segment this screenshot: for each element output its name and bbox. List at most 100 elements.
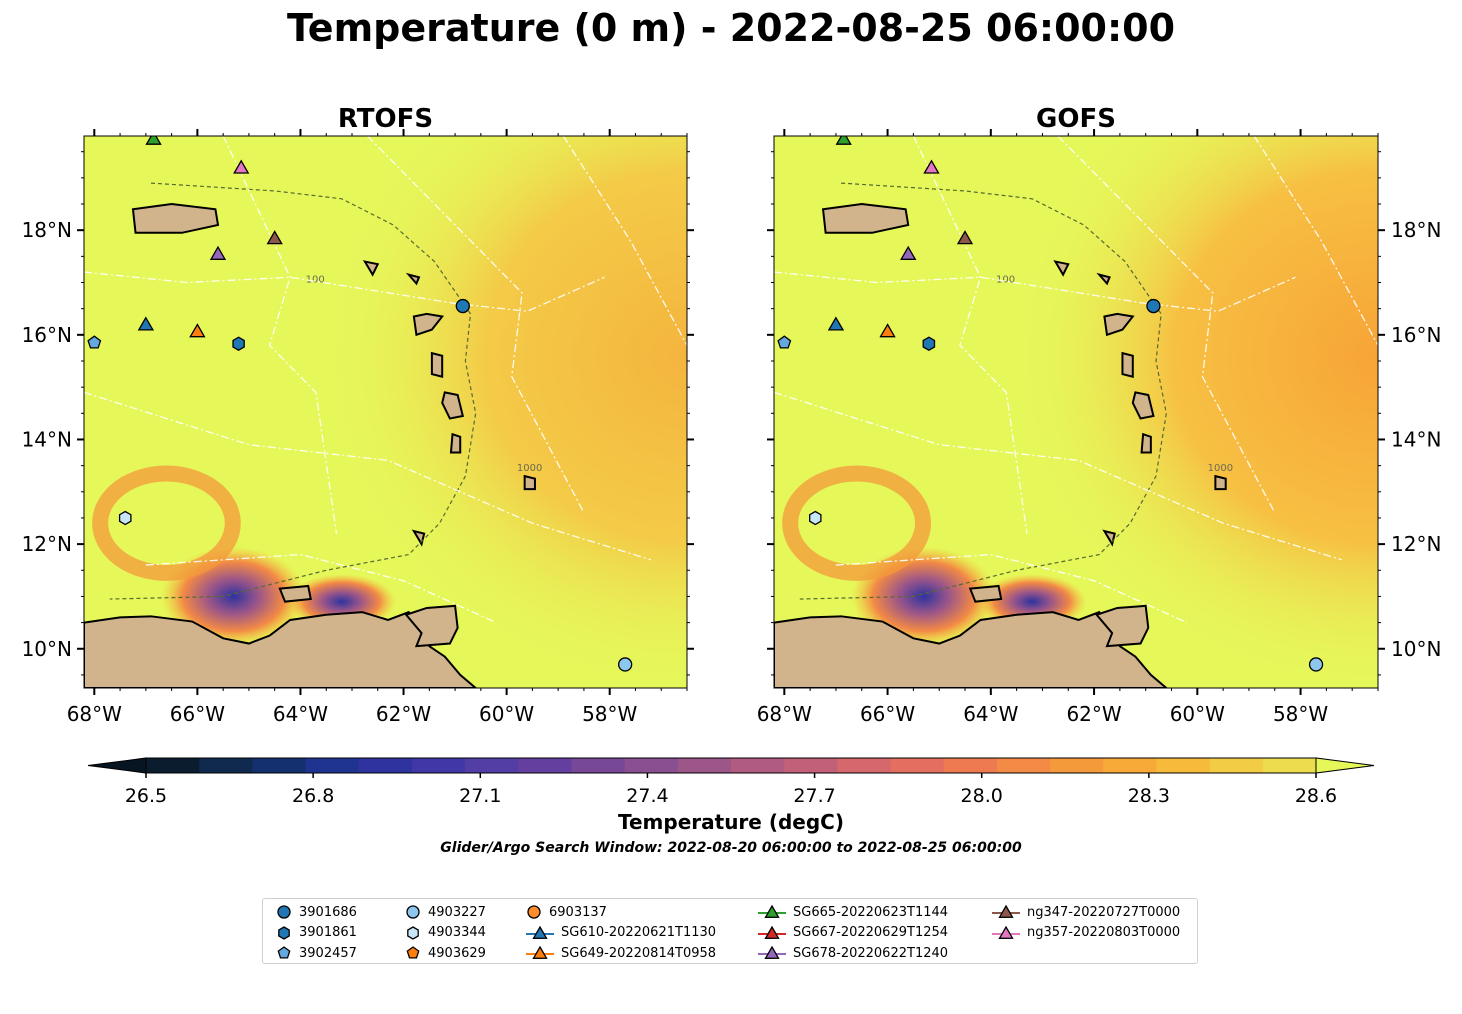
land	[131, 203, 220, 234]
lon-tick-label: 62°W	[376, 702, 431, 726]
platform-marker-3902457	[87, 335, 102, 349]
lon-tick-label: 60°W	[479, 702, 534, 726]
bathymetry-contour	[109, 182, 477, 600]
colorbar-segment	[252, 758, 307, 773]
lon-tick-label: 62°W	[1066, 702, 1121, 726]
land	[523, 474, 536, 491]
legend-item: ng347-20220727T0000	[991, 902, 1180, 922]
colorbar-segment	[146, 758, 200, 773]
legend-item: 6903137	[525, 902, 607, 922]
bathymetry-label: 100	[306, 275, 325, 286]
land	[774, 610, 1168, 688]
platform-marker-4903227	[1308, 657, 1324, 672]
platform-marker-ng357-20220803T0000	[923, 159, 940, 174]
lon-tick-label: 66°W	[860, 702, 915, 726]
legend-marker	[278, 925, 290, 940]
legend-marker	[277, 905, 291, 919]
legend-marker	[532, 945, 548, 959]
legend-label: SG678-20220622T1240	[793, 945, 949, 961]
platform-marker-SG649-20220814T0958	[189, 323, 206, 338]
legend-marker-icon	[407, 925, 419, 940]
colorbar-segment	[784, 758, 838, 773]
map-frame	[773, 135, 1379, 689]
colorbar-extend-high	[1315, 757, 1375, 774]
colorbar-segment	[305, 758, 360, 773]
legend-marker	[764, 925, 780, 939]
platform-marker-3901861	[232, 336, 245, 351]
platform-marker-SG610-20220621T1130	[137, 316, 155, 331]
platform-marker-4903227	[618, 657, 633, 672]
platform-marker-4903344	[118, 510, 132, 526]
lon-tick-label: 60°W	[1170, 702, 1225, 726]
eez-boundary	[366, 136, 585, 514]
land	[1096, 272, 1111, 286]
legend-marker-icon	[278, 925, 290, 940]
land	[405, 272, 421, 286]
colorbar-tick-label: 27.1	[459, 785, 501, 807]
legend-marker	[406, 946, 420, 959]
colorbar: 26.5 26.8 27.1 27.4 27.7 28.0 28.3 28.6	[87, 757, 1375, 807]
colorbar-segment	[571, 758, 626, 773]
platform-marker-3902457	[777, 335, 792, 349]
lat-tick-label: 18°N	[22, 218, 72, 242]
land	[404, 604, 459, 648]
land	[1131, 391, 1155, 420]
legend-label: 3901861	[299, 925, 357, 940]
lat-tick-label: 10°N	[1391, 637, 1441, 661]
platform-marker-SG678-20220622T1240	[209, 245, 227, 260]
land	[1094, 604, 1150, 648]
legend-item: SG667-20220629T1254	[757, 923, 948, 943]
platform-marker-SG649-20220814T0958	[879, 323, 896, 338]
legend-marker-icon	[992, 925, 1020, 939]
platform-marker-3901861	[922, 336, 936, 351]
legend-label: 3902457	[299, 945, 357, 961]
colorbar-tick-label: 28.6	[1295, 785, 1337, 807]
eez-boundary	[145, 553, 497, 624]
legend-marker	[407, 925, 419, 940]
colorbar-tick-label: 27.4	[626, 785, 668, 807]
legend-marker-icon	[758, 904, 786, 918]
legend-label: ng347-20220727T0000	[1027, 904, 1181, 920]
legend-item: 4903629	[404, 943, 486, 963]
eez-boundary	[1057, 136, 1276, 514]
lat-tick-label: 14°N	[22, 427, 72, 451]
page-title: Temperature (0 m) - 2022-08-25 06:00:00	[286, 6, 1176, 50]
platform-marker-3901686	[455, 298, 470, 314]
platform-marker-4903344	[809, 510, 822, 526]
legend-label: SG610-20220621T1130	[561, 925, 717, 940]
land	[84, 610, 478, 688]
lon-tick-label: 58°W	[1273, 702, 1328, 726]
lon-tick-label: 64°W	[273, 702, 328, 726]
legend-marker-icon	[992, 904, 1020, 918]
land	[1053, 260, 1070, 277]
legend-marker-icon	[527, 905, 541, 919]
legend-item: 3901861	[275, 923, 357, 943]
legend-item: 3902457	[275, 943, 357, 963]
legend-marker	[764, 904, 780, 918]
eez-boundary	[912, 136, 1028, 534]
eez-boundary	[774, 391, 1343, 561]
legend-marker	[998, 925, 1014, 939]
bathymetry-label: 100	[996, 275, 1015, 286]
platform-marker-SG665-20220623T1144	[835, 136, 852, 145]
colorbar-extend-low	[87, 757, 147, 774]
legend-item: SG665-20220623T1144	[757, 902, 948, 922]
land	[728, 523, 749, 541]
eez-boundary	[774, 271, 1296, 312]
land	[430, 351, 444, 378]
colorbar-segment	[943, 758, 998, 773]
legend-marker-icon	[526, 945, 554, 959]
legend-item: SG649-20220814T0958	[525, 943, 716, 963]
legend-item: SG678-20220622T1240	[757, 943, 948, 963]
legend-marker	[277, 946, 291, 959]
colorbar-segment	[1156, 758, 1211, 773]
map-panel-gofs: 100 1000 GOFS 68°W 66°W 64°W 62°W 60°W 58°W 10°N 1…	[728, 104, 1442, 726]
bathymetry-label: 1000	[517, 463, 542, 474]
lat-tick-label: 10°N	[22, 637, 72, 661]
land	[968, 584, 1003, 603]
lat-tick-label: 12°N	[22, 532, 72, 556]
bathymetry-label: 1000	[1208, 463, 1233, 474]
map-panel-rtofs: 100 1000 RTOFS 68°W 66°W 64°W 62°W 60°W 58°W 10°N…	[22, 104, 694, 726]
colorbar-segment	[677, 758, 732, 773]
colorbar-segment	[518, 758, 572, 773]
